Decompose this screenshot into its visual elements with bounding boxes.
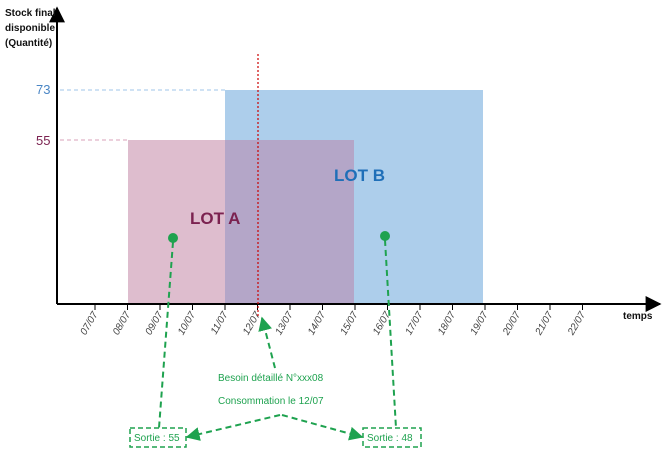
arrow-to-right-output xyxy=(281,414,364,441)
level-label-55: 55 xyxy=(36,133,50,148)
x-tick-label: 14/07 xyxy=(306,310,328,338)
lot-a-output-dot xyxy=(168,233,178,243)
x-tick-label: 21/07 xyxy=(533,310,556,338)
x-tick-label: 11/07 xyxy=(209,310,231,337)
arrow-to-left-output xyxy=(185,414,281,441)
right-output-box xyxy=(362,427,422,448)
x-tick-label: 15/07 xyxy=(339,310,361,338)
x-tick-label: 22/07 xyxy=(566,310,589,338)
y-axis-title-line-1: Stock final xyxy=(5,8,56,19)
lot-b-leader xyxy=(384,239,397,429)
x-tick-label: 12/07 xyxy=(241,310,263,338)
x-tick-label: 13/07 xyxy=(274,310,296,338)
x-axis-title: temps xyxy=(623,311,653,322)
left-output-label: Sortie : 55 xyxy=(134,433,180,444)
need-pointer-arrow xyxy=(258,316,276,369)
x-tick-label: 09/07 xyxy=(144,310,166,338)
x-tick-label: 10/07 xyxy=(176,310,198,338)
lot-overlap-area xyxy=(225,140,354,304)
x-tick-label: 20/07 xyxy=(501,310,524,338)
lot-b-label: LOT B xyxy=(334,166,385,185)
x-tick-label: 07/07 xyxy=(79,310,101,338)
right-output-label: Sortie : 48 xyxy=(367,433,413,444)
x-tick-label: 18/07 xyxy=(436,310,458,338)
lot-a-leader xyxy=(158,241,174,429)
need-description: Besoin détaillé N°xxx08 xyxy=(218,373,324,384)
x-tick-label: 19/07 xyxy=(469,310,491,338)
x-tick-label: 08/07 xyxy=(111,310,133,338)
level-label-73: 73 xyxy=(36,82,50,97)
lot-b-output-dot xyxy=(380,231,390,241)
x-tick-label: 17/07 xyxy=(404,310,426,338)
lot-a-label: LOT A xyxy=(190,209,240,228)
left-output-box xyxy=(129,427,187,448)
y-axis-title-line-2: disponible xyxy=(5,23,55,34)
need-consumption-date: Consommation le 12/07 xyxy=(218,396,324,407)
y-axis-title-line-3: (Quantité) xyxy=(5,38,52,49)
x-ticks: 07/07 08/07 09/07 10/07 11/07 12/07 13/07 14/07… xyxy=(79,304,589,338)
